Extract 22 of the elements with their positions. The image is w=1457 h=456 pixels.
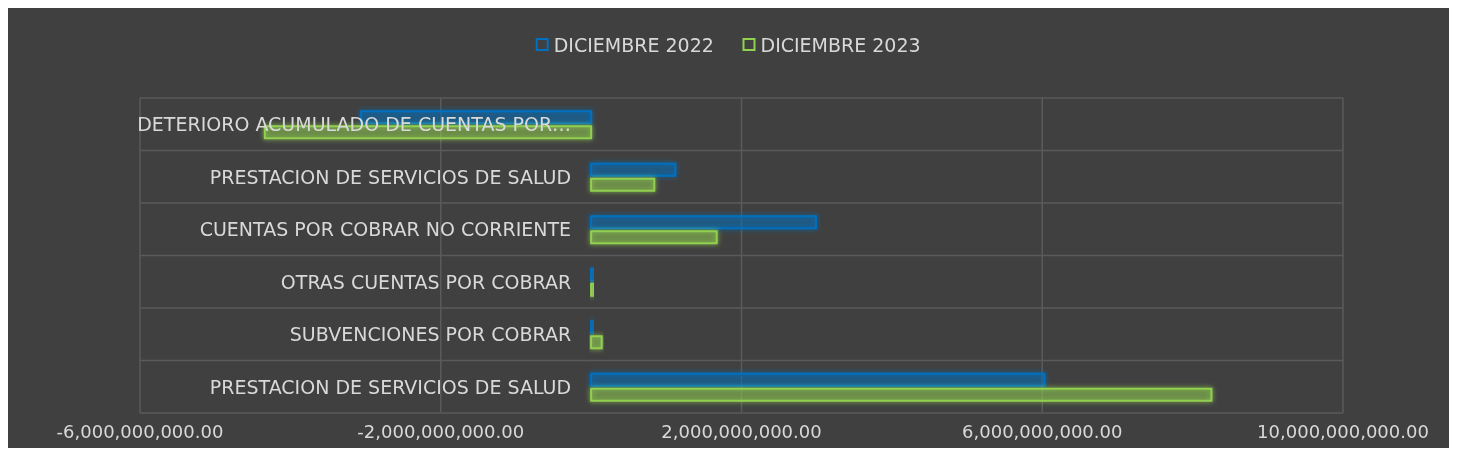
bar <box>590 282 595 297</box>
x-tick-label: 6,000,000,000.00 <box>962 420 1123 442</box>
bar <box>590 177 656 192</box>
y-tick-label: SUBVENCIONES POR COBRAR <box>289 323 572 346</box>
bar <box>590 372 1046 387</box>
x-tick-label: -6,000,000,000.00 <box>56 420 224 442</box>
x-tick-label: -2,000,000,000.00 <box>357 420 525 442</box>
x-tick-label: 2,000,000,000.00 <box>661 420 822 442</box>
bar <box>590 230 718 245</box>
x-tick-label: 10,000,000,000.00 <box>1257 420 1429 442</box>
y-tick-label: PRESTACION DE SERVICIOS DE SALUD <box>209 375 572 398</box>
legend-label: DICIEMBRE 2023 <box>760 34 921 56</box>
bar <box>590 267 595 282</box>
bar <box>590 387 1213 402</box>
bar <box>590 215 817 230</box>
y-tick-label: CUENTAS POR COBRAR NO CORRIENTE <box>199 218 572 241</box>
y-tick-label: PRESTACION DE SERVICIOS DE SALUD <box>209 165 572 188</box>
bar <box>590 320 595 335</box>
y-tick-label: OTRAS CUENTAS POR COBRAR <box>280 270 572 293</box>
bar <box>590 162 677 177</box>
legend-label: DICIEMBRE 2022 <box>553 34 714 56</box>
bar <box>590 335 603 350</box>
